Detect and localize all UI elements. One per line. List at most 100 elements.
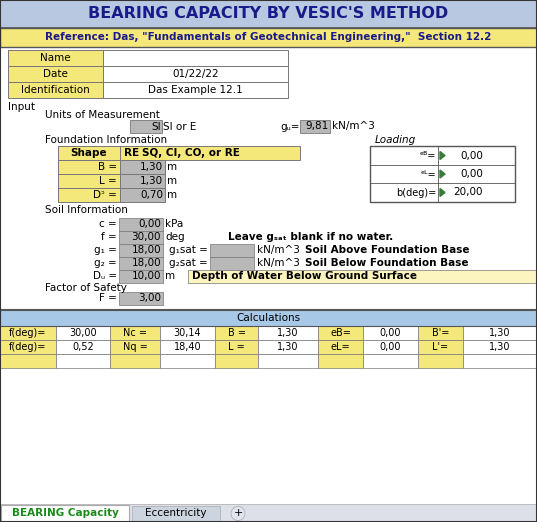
Text: Name: Name: [40, 53, 71, 63]
Text: 1,30: 1,30: [489, 328, 511, 338]
Text: 18,00: 18,00: [132, 245, 161, 255]
Text: 1,30: 1,30: [140, 176, 163, 186]
Text: 30,00: 30,00: [132, 232, 161, 242]
Bar: [160, 326, 215, 340]
Bar: [110, 326, 160, 340]
Bar: [363, 326, 418, 340]
Bar: [110, 354, 160, 368]
Text: 18,00: 18,00: [132, 258, 161, 268]
Text: 1,30: 1,30: [277, 328, 299, 338]
Text: 30,14: 30,14: [173, 328, 201, 338]
Bar: [119, 270, 163, 283]
Text: Shape: Shape: [71, 148, 107, 158]
Polygon shape: [440, 170, 445, 178]
Text: m: m: [167, 190, 177, 200]
Text: 0,00: 0,00: [460, 169, 483, 179]
Text: kN/m^3: kN/m^3: [257, 245, 300, 255]
Text: 0,70: 0,70: [140, 190, 163, 200]
Text: c =: c =: [99, 219, 117, 229]
Bar: [8, 50, 103, 66]
Text: Factor of Safety: Factor of Safety: [45, 283, 127, 293]
Bar: [318, 340, 363, 354]
Text: eL=: eL=: [331, 342, 350, 352]
Text: kN/m^3: kN/m^3: [332, 122, 375, 132]
Bar: [446, 167, 485, 181]
Text: Reference: Das, "Fundamentals of Geotechnical Engineering,"  Section 12.2: Reference: Das, "Fundamentals of Geotech…: [45, 32, 492, 42]
Text: B =: B =: [98, 162, 117, 172]
Text: Soil Above Foundation Base: Soil Above Foundation Base: [305, 245, 469, 255]
Polygon shape: [440, 188, 445, 196]
Text: RE: RE: [124, 148, 139, 158]
Bar: [215, 340, 258, 354]
Bar: [188, 270, 537, 283]
Bar: [58, 174, 120, 188]
Text: 20,00: 20,00: [454, 187, 483, 197]
Text: 0,00: 0,00: [380, 328, 401, 338]
Text: Soil Below Foundation Base: Soil Below Foundation Base: [305, 258, 468, 268]
Text: ᵉᴮ=: ᵉᴮ=: [419, 150, 436, 160]
Text: 0,00: 0,00: [380, 342, 401, 352]
Text: m: m: [167, 176, 177, 186]
Bar: [58, 160, 120, 174]
Bar: [132, 506, 220, 521]
Bar: [56, 326, 110, 340]
Text: Dᵤ =: Dᵤ =: [93, 271, 117, 281]
Circle shape: [231, 506, 245, 520]
Text: eB=: eB=: [330, 328, 351, 338]
Bar: [103, 50, 288, 66]
Bar: [0, 326, 56, 340]
Bar: [446, 185, 485, 199]
Bar: [0, 0, 537, 28]
Bar: [418, 326, 463, 340]
Text: BEARING Capacity: BEARING Capacity: [12, 508, 119, 518]
Text: Das Example 12.1: Das Example 12.1: [148, 85, 243, 95]
Text: m: m: [165, 271, 175, 281]
Text: L'=: L'=: [432, 342, 448, 352]
Text: 1,30: 1,30: [277, 342, 299, 352]
Bar: [318, 354, 363, 368]
Text: BEARING CAPACITY BY VESIC'S METHOD: BEARING CAPACITY BY VESIC'S METHOD: [89, 6, 448, 21]
Bar: [258, 354, 318, 368]
Bar: [120, 188, 165, 202]
Text: Leave gₛₐₜ blank if no water.: Leave gₛₐₜ blank if no water.: [228, 232, 393, 242]
Text: Input: Input: [8, 102, 35, 112]
Text: 0,00: 0,00: [460, 150, 483, 160]
Bar: [210, 257, 254, 270]
Text: kPa: kPa: [165, 219, 183, 229]
Bar: [258, 326, 318, 340]
Bar: [160, 354, 215, 368]
Bar: [0, 354, 56, 368]
Bar: [258, 340, 318, 354]
Text: B'=: B'=: [432, 328, 449, 338]
Bar: [160, 340, 215, 354]
Bar: [119, 244, 163, 257]
Bar: [463, 340, 537, 354]
Bar: [120, 160, 165, 174]
Bar: [120, 174, 165, 188]
Text: f =: f =: [101, 232, 117, 242]
Text: f(deg)=: f(deg)=: [9, 328, 47, 338]
Bar: [463, 326, 537, 340]
Bar: [58, 188, 120, 202]
Text: Nq =: Nq =: [122, 342, 147, 352]
Text: kN/m^3: kN/m^3: [257, 258, 300, 268]
Text: g₁ =: g₁ =: [94, 245, 117, 255]
Text: 01/22/22: 01/22/22: [172, 69, 219, 79]
Bar: [1, 505, 129, 522]
Text: 10,00: 10,00: [132, 271, 161, 281]
Bar: [8, 66, 103, 82]
Text: F =: F =: [99, 293, 117, 303]
Text: Eccentricity: Eccentricity: [145, 508, 207, 518]
Text: 1,30: 1,30: [140, 162, 163, 172]
Bar: [0, 340, 56, 354]
Text: Nc =: Nc =: [123, 328, 147, 338]
Bar: [119, 292, 163, 305]
Bar: [0, 28, 537, 47]
Bar: [110, 340, 160, 354]
Text: 0,00: 0,00: [138, 219, 161, 229]
Bar: [370, 146, 515, 202]
Text: SI: SI: [151, 122, 161, 132]
Bar: [120, 146, 300, 160]
Text: +: +: [233, 508, 243, 518]
Bar: [8, 82, 103, 98]
